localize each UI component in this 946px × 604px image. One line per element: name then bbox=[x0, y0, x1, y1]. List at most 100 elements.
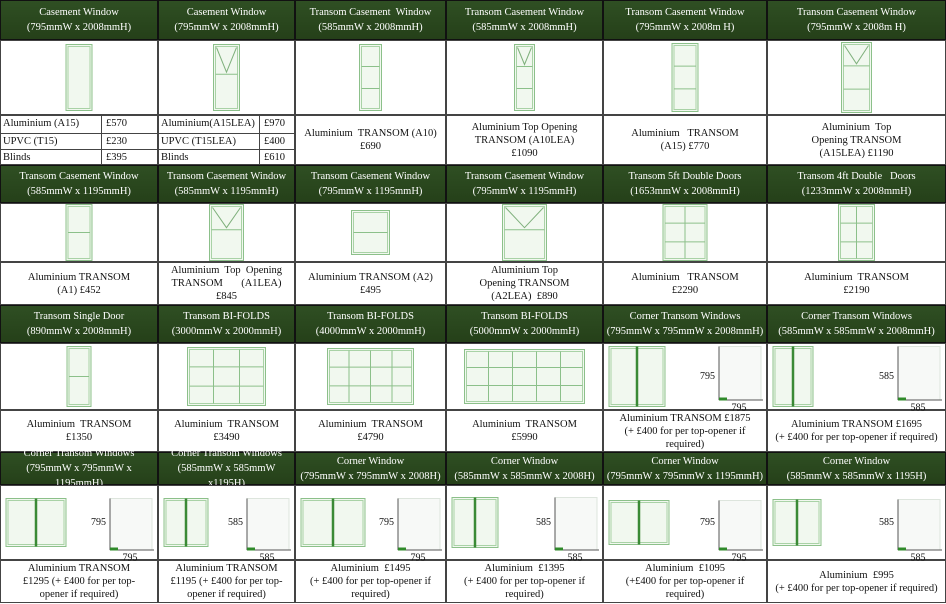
text-line: £1090 bbox=[511, 147, 538, 159]
image-cell bbox=[295, 485, 446, 560]
image-cell bbox=[446, 40, 603, 115]
text-cell: Aluminium TRANSOM £1875 (+ £400 for per t… bbox=[603, 410, 767, 452]
text-line: £3490 bbox=[213, 432, 240, 443]
cell-header: Corner Window (795mmW x 795mmW x 2008H) bbox=[295, 452, 446, 485]
header-title: Casement Window bbox=[39, 7, 119, 18]
price-row: Aluminium(A15LEA) £970 bbox=[159, 116, 294, 133]
text-line: Aluminium TRANSOM bbox=[804, 271, 909, 283]
text-line: (A2LEA) £890 bbox=[491, 291, 558, 302]
window-frame bbox=[502, 204, 547, 261]
plan-area bbox=[897, 346, 941, 401]
dimension: 795 bbox=[732, 552, 747, 563]
window-inner bbox=[211, 206, 242, 259]
text-line: £845 bbox=[216, 291, 237, 302]
text-line: Aluminium Top bbox=[821, 121, 892, 133]
text-line: required) bbox=[665, 438, 705, 450]
text-line: £1195 (+ £400 for per top- bbox=[170, 576, 283, 587]
cell-header: Corner Window (585mmW x 585mmW x 2008H) bbox=[446, 452, 603, 485]
header-title: Corner Window bbox=[822, 455, 891, 467]
cell-header: Transom Casement Window (585mmW x 1195mmH… bbox=[158, 165, 295, 203]
text-line: Aluminium TRANSOM bbox=[27, 271, 131, 283]
text-line: required) bbox=[351, 589, 390, 600]
text-line: Aluminium Top bbox=[490, 265, 559, 276]
text-line: Aluminium TRANSOM bbox=[175, 563, 278, 574]
image-cell bbox=[603, 343, 767, 410]
image-cell bbox=[0, 203, 158, 262]
opener-mark bbox=[216, 47, 237, 74]
cell-header: Transom Casement Window (795mmW x 2008m H… bbox=[603, 0, 767, 40]
row-divider bbox=[259, 133, 260, 151]
text-cell: Aluminium £995 (+ £400 for per top-opener… bbox=[767, 560, 946, 603]
cell-header: Corner Transom Windows (585mmW x 585mmW x… bbox=[767, 305, 946, 343]
window-frame bbox=[187, 347, 266, 406]
cell-header: Transom BI-FOLDS (4000mmW x 2000mmH) bbox=[295, 305, 446, 343]
header-title: Transom Single Door bbox=[33, 311, 125, 322]
text-line: £495 bbox=[360, 284, 381, 296]
header-size: (795mmW x 2008m H) bbox=[635, 22, 735, 33]
window-inner bbox=[504, 206, 545, 259]
header-title: Transom BI-FOLDS bbox=[327, 311, 414, 322]
header-size: (585mmW x 1195mmH) bbox=[174, 186, 279, 197]
text-line: required) bbox=[665, 589, 705, 600]
header-title: Transom 5ft Double Doors bbox=[628, 171, 742, 182]
window-inner bbox=[466, 351, 583, 402]
text-line: (A15LEA) £1190 bbox=[819, 147, 894, 159]
header-size: (585mmW x 1195mmH) bbox=[27, 186, 131, 197]
header-title: Transom BI-FOLDS bbox=[481, 311, 568, 322]
header-title: Corner Transom Windows bbox=[171, 448, 282, 459]
text-cell: Aluminium Top Opening TRANSOM (A1LEA) £845 bbox=[158, 262, 295, 305]
text-cell: Aluminium Top Opening TRANSOM (A10LEA) £10… bbox=[446, 115, 603, 165]
dimension: 795 bbox=[123, 552, 138, 563]
text-line: (+ £400 for per top-opener if bbox=[463, 576, 586, 587]
row-divider bbox=[101, 133, 102, 151]
window-inner bbox=[843, 44, 870, 111]
dimension: 585 bbox=[911, 552, 926, 563]
text-cell: Aluminium £1095 (+£400 for per top-opener… bbox=[603, 560, 767, 603]
text-line: (+ £400 for per top-opener if required) bbox=[775, 432, 938, 443]
header-size: (795mmW x 1195mmH) bbox=[318, 186, 423, 197]
text-line: Aluminium Top Opening bbox=[471, 121, 578, 133]
text-line: Aluminium £1095 bbox=[645, 563, 725, 574]
window-frame bbox=[671, 43, 699, 112]
text-line: Aluminium TRANSOM bbox=[174, 419, 279, 430]
text-line: (A15) £770 bbox=[660, 141, 710, 152]
header-title: Casement Window bbox=[186, 7, 267, 18]
plan-area bbox=[554, 497, 598, 551]
header-size: (5000mmW x 2000mmH) bbox=[469, 326, 580, 337]
text-line: Aluminium TRANSOM bbox=[472, 419, 577, 430]
plan-area bbox=[109, 498, 153, 551]
dimension: 585 bbox=[879, 517, 894, 528]
text-line: Aluminium TRANSOM bbox=[27, 563, 131, 574]
cell-header: Corner Window (585mmW x 585mmW x 1195H) bbox=[767, 452, 946, 485]
cell-header: Transom Casement Window (795mmW x 1195mmH… bbox=[295, 165, 446, 203]
window-inner bbox=[215, 46, 238, 109]
window-frame bbox=[841, 42, 872, 113]
cell-header: Corner Transom Windows (795mmW x 795mmW x… bbox=[603, 305, 767, 343]
cell-header: Transom Casement Window (795mmW x 2008m H… bbox=[767, 0, 946, 40]
text-line: Aluminium TRANSOM (A2) bbox=[308, 271, 433, 283]
text-cell: Aluminium (A15) £570 UPVC (T15) £230 Blinds £… bbox=[0, 115, 158, 167]
text-cell: Aluminium TRANSOM £2290 bbox=[603, 262, 767, 305]
header-size: (795mmW x 795mmW x 1195mmH) bbox=[26, 463, 135, 489]
dimension: 585 bbox=[911, 402, 926, 413]
text-line: £1295 (+ £400 for per top- bbox=[22, 576, 136, 587]
text-line: required) bbox=[505, 589, 544, 600]
dimension: 585 bbox=[536, 517, 551, 528]
text-cell: Aluminium Top Opening TRANSOM (A2LEA) £890 bbox=[446, 262, 603, 305]
text-cell: Aluminium TRANSOM £5990 bbox=[446, 410, 603, 452]
header-size: (795mmW x 2008m H) bbox=[807, 22, 906, 33]
text-cell: Aluminium TRANSOM £3490 bbox=[158, 410, 295, 452]
image-cell bbox=[446, 203, 603, 262]
opener-mark bbox=[505, 207, 544, 229]
header-size: (795mmW x 795mmW x 1195mmH) bbox=[606, 470, 764, 482]
text-line: £690 bbox=[360, 141, 381, 152]
text-line: opener if required) bbox=[39, 589, 119, 600]
row-label: UPVC (T15LEA) bbox=[161, 135, 236, 147]
row-label: Blinds bbox=[3, 152, 31, 164]
text-line: Aluminium £1495 bbox=[330, 563, 411, 574]
row-divider bbox=[259, 150, 260, 167]
row-label: Blinds bbox=[161, 152, 189, 164]
dimension: 585 bbox=[879, 371, 894, 382]
text-line: opener if required) bbox=[187, 589, 266, 600]
row-price: £230 bbox=[106, 135, 127, 147]
